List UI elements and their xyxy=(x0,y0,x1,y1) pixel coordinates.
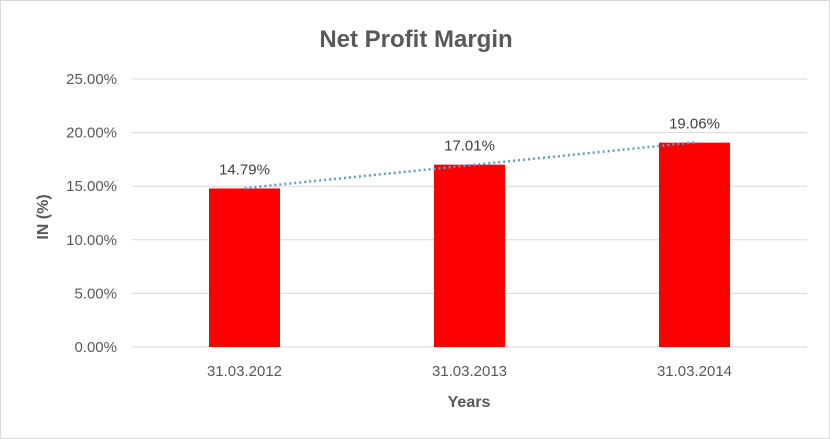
y-tick-label: 15.00% xyxy=(66,178,117,195)
bar xyxy=(434,164,505,347)
data-label: 19.06% xyxy=(669,116,720,133)
x-tick-label: 31.03.2014 xyxy=(657,363,732,380)
x-tick-label: 31.03.2013 xyxy=(432,363,507,380)
data-label: 17.01% xyxy=(444,138,495,155)
x-tick-labels: 31.03.2012 31.03.2013 31.03.2014 xyxy=(207,363,732,380)
bar xyxy=(659,142,730,347)
y-tick-label: 5.00% xyxy=(74,285,117,302)
trendline-layer xyxy=(244,141,695,190)
data-label: 14.79% xyxy=(219,161,270,178)
y-axis-title: IN (%) xyxy=(35,194,52,239)
y-tick-label: 25.00% xyxy=(66,71,117,88)
y-tick-label: 0.00% xyxy=(74,339,117,356)
trendline xyxy=(244,141,695,190)
y-tick-label: 20.00% xyxy=(66,125,117,142)
y-tick-label: 10.00% xyxy=(66,232,117,249)
x-axis-title: Years xyxy=(448,394,491,411)
bars xyxy=(209,142,730,347)
x-tick-label: 31.03.2012 xyxy=(207,363,282,380)
bar xyxy=(209,188,280,347)
chart-title: Net Profit Margin xyxy=(319,26,512,53)
data-labels: 14.79% 17.01% 19.06% xyxy=(219,116,720,179)
y-tick-labels: 0.00% 5.00% 10.00% 15.00% 20.00% 25.00% xyxy=(66,71,117,356)
